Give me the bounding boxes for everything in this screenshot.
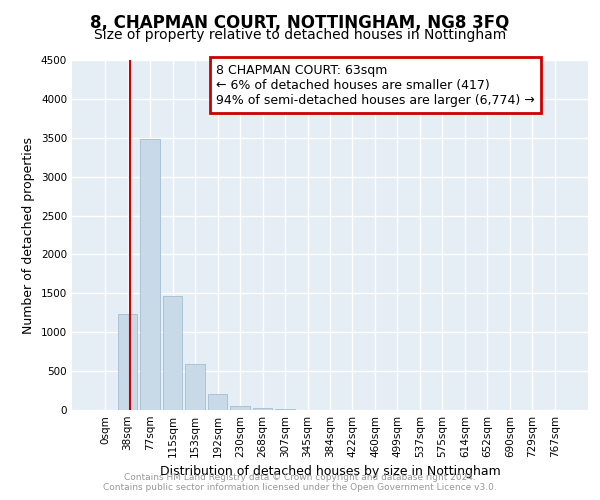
Bar [118,314,137,410]
Bar [253,408,272,410]
Y-axis label: Number of detached properties: Number of detached properties [22,136,35,334]
Text: Contains HM Land Registry data © Crown copyright and database right 2024.
Contai: Contains HM Land Registry data © Crown c… [103,473,497,492]
Text: 8, CHAPMAN COURT, NOTTINGHAM, NG8 3FQ: 8, CHAPMAN COURT, NOTTINGHAM, NG8 3FQ [91,14,509,32]
Text: Size of property relative to detached houses in Nottingham: Size of property relative to detached ho… [94,28,506,42]
Bar [140,138,160,410]
Bar [163,296,182,410]
X-axis label: Distribution of detached houses by size in Nottingham: Distribution of detached houses by size … [160,466,500,478]
Bar [275,409,295,410]
Bar [230,406,250,410]
Bar [185,364,205,410]
Text: 8 CHAPMAN COURT: 63sqm
← 6% of detached houses are smaller (417)
94% of semi-det: 8 CHAPMAN COURT: 63sqm ← 6% of detached … [217,64,535,106]
Bar [208,394,227,410]
